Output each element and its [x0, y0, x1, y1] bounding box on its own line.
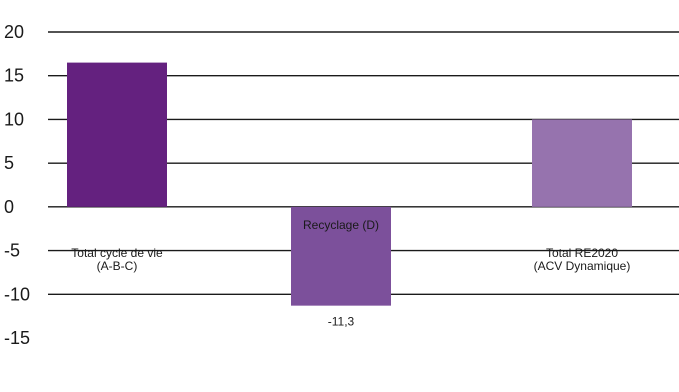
data-label: -11,3: [328, 315, 355, 329]
bar: [532, 119, 632, 207]
y-tick-label: 20: [4, 22, 24, 42]
category-labels: Total cycle de vie(A-B-C) Recyclage (D) To…: [71, 218, 630, 329]
y-tick-label: -5: [4, 241, 20, 261]
y-tick-label: 15: [4, 66, 24, 86]
y-tick-label: 5: [4, 153, 14, 173]
y-tick-label: -15: [4, 328, 30, 348]
bars: [67, 62, 632, 306]
category-label: (A-B-C): [97, 259, 138, 273]
y-tick-label: 0: [4, 197, 14, 217]
category-label: Total cycle de vie: [71, 246, 163, 260]
bar: [291, 206, 391, 306]
y-tick-label: -10: [4, 284, 30, 304]
category-label: Total RE2020: [546, 246, 618, 260]
y-tick-labels: 20 15 10 5 0 -5 -10 -15: [4, 22, 30, 348]
category-label: (ACV Dynamique): [534, 259, 631, 273]
y-tick-label: 10: [4, 109, 24, 129]
bar: [67, 62, 167, 207]
category-label: Recyclage (D): [303, 218, 379, 232]
